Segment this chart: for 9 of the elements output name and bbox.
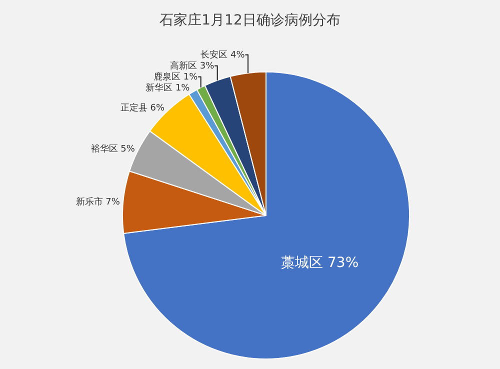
slice-label: 新华区 1% (146, 82, 190, 94)
slice-label: 藁城区 73% (281, 254, 359, 271)
slice-label: 长安区 4% (200, 49, 246, 60)
slice-label: 裕华区 5% (90, 144, 136, 155)
slice-label: 高新区 3% (170, 60, 215, 72)
slice-label: 鹿泉区 1% (153, 71, 198, 82)
chart-title: 石家庄1月12日确诊病例分布 (160, 12, 340, 29)
slice-label: 正定县 6% (120, 102, 165, 114)
slice-label: 新乐市 7% (76, 196, 120, 208)
